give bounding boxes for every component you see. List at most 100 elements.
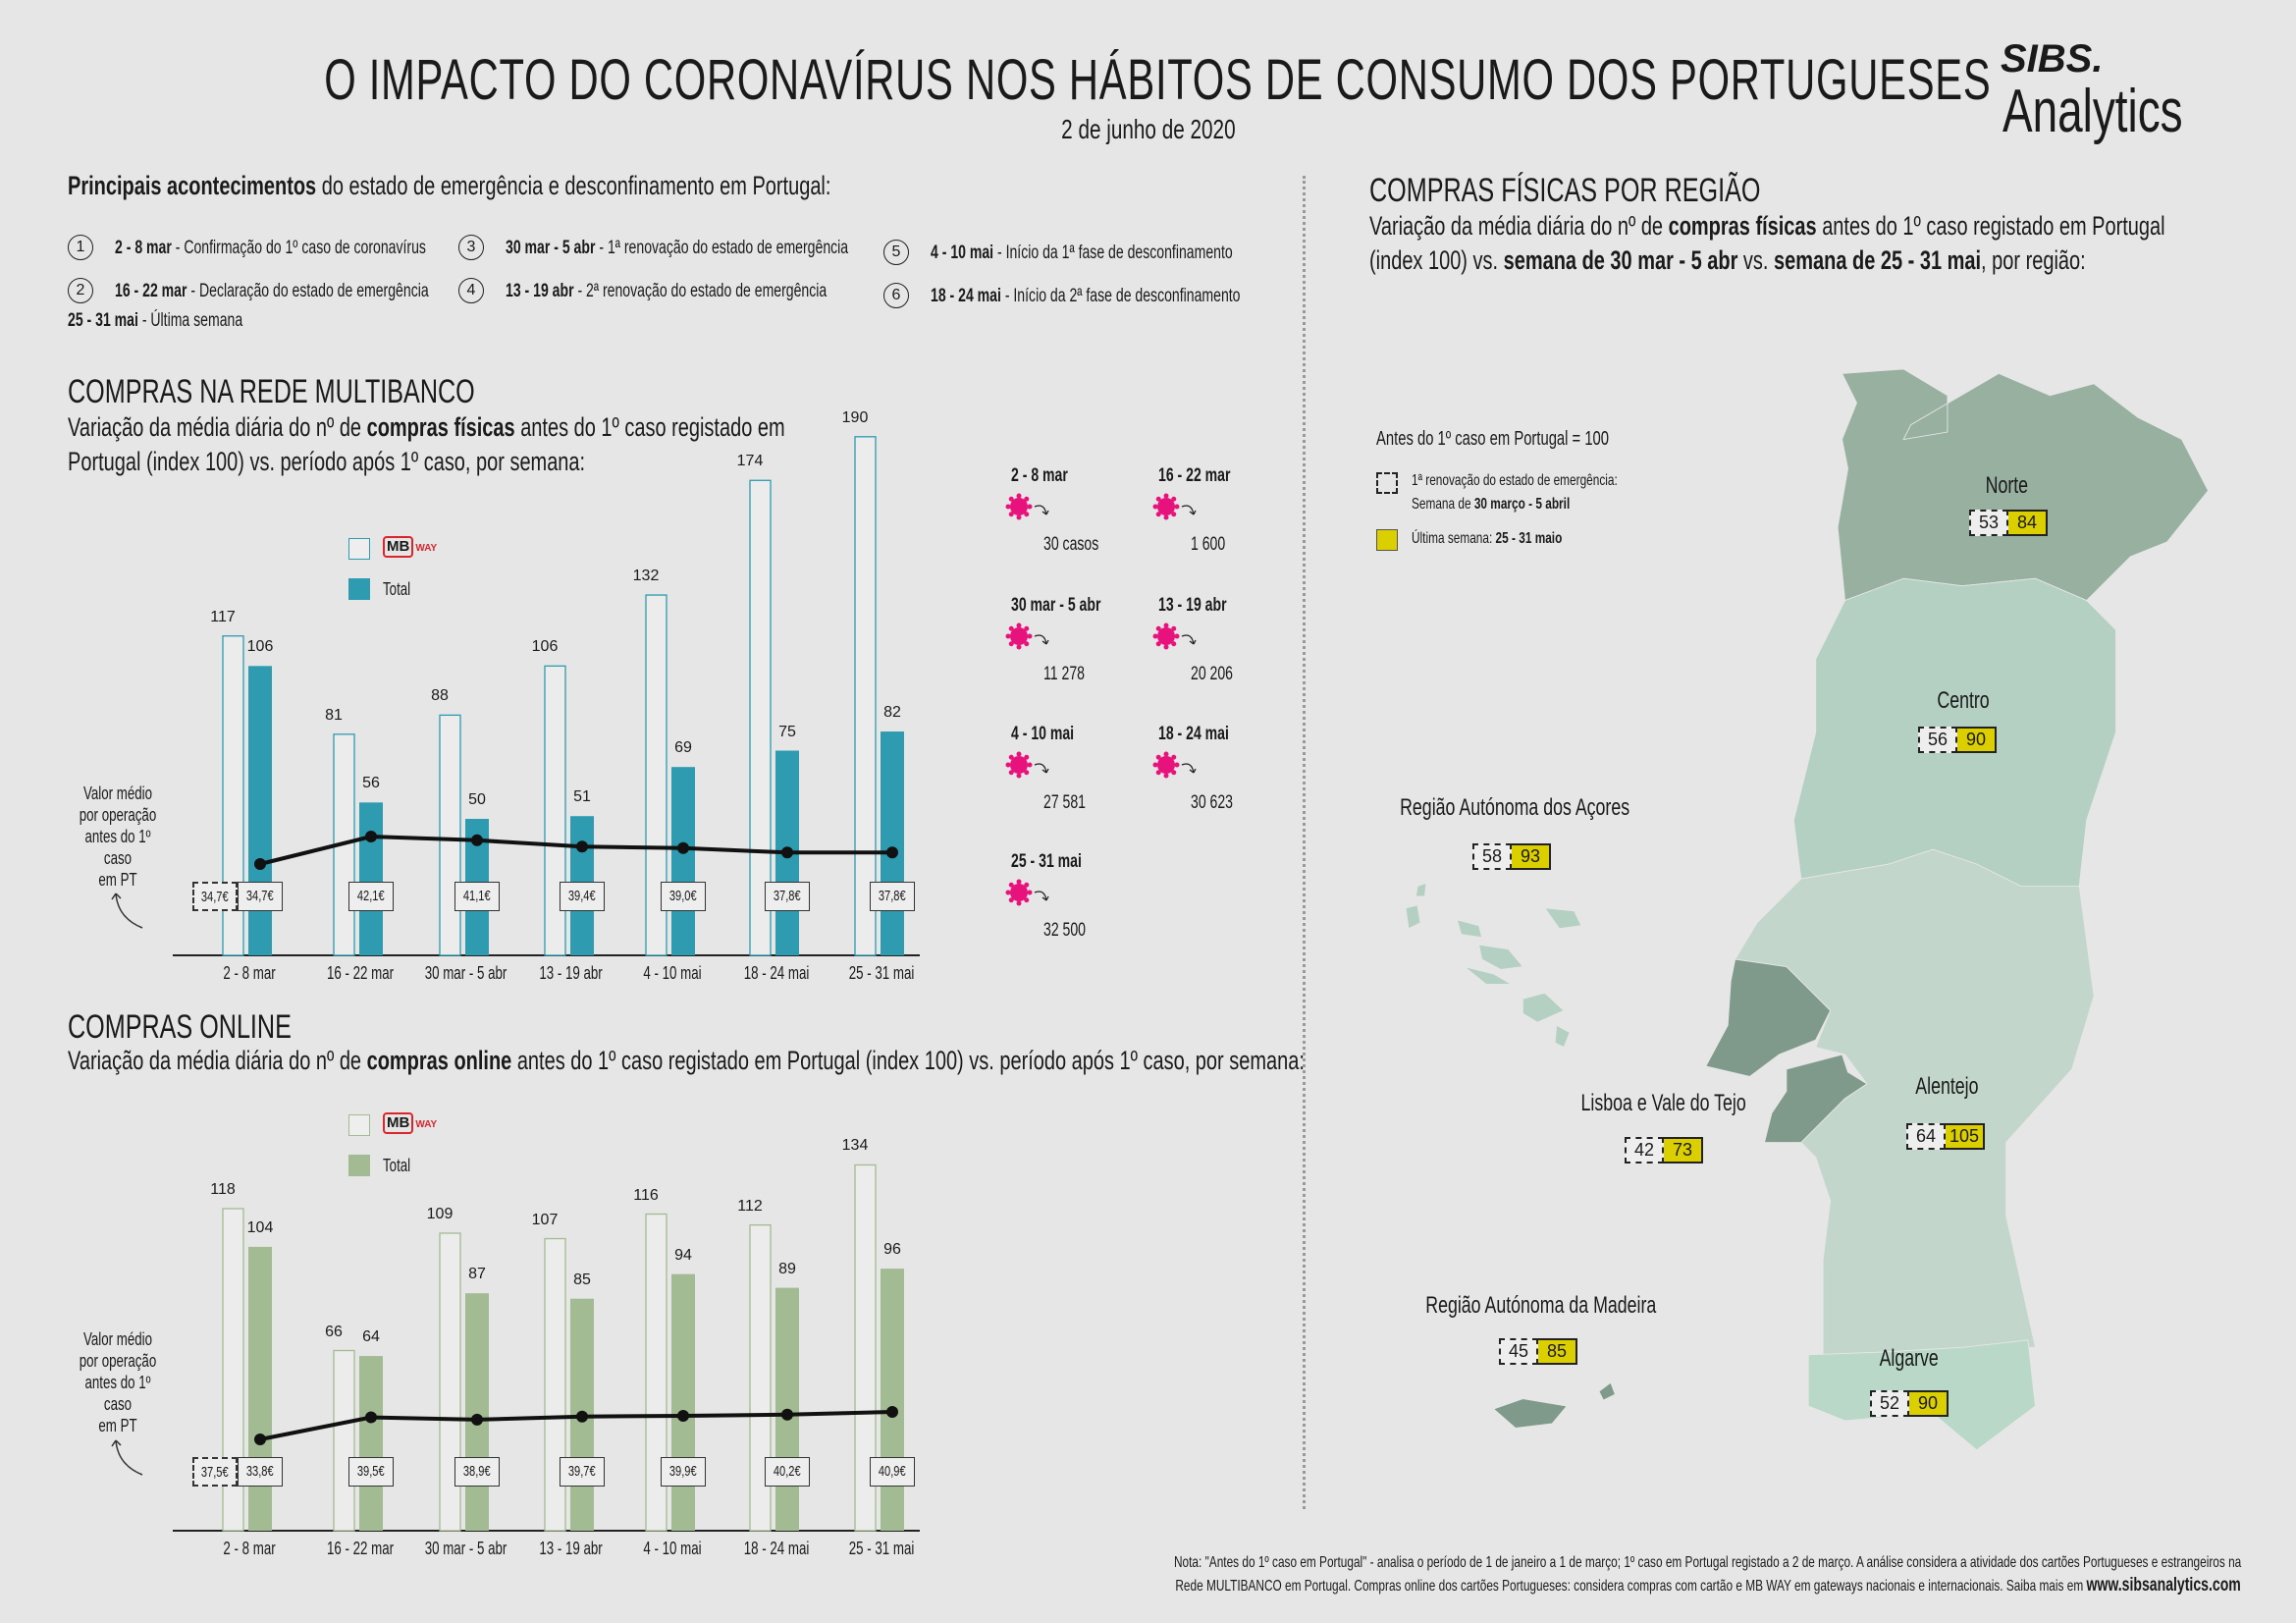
mbway-value-label: 116: [633, 1186, 659, 1204]
avg-ticket-value: 40,2€: [774, 1463, 801, 1480]
category-label: 25 - 31 mai: [808, 963, 955, 984]
category-label: 2 - 8 mar: [176, 1539, 323, 1559]
page-title: O IMPACTO DO CORONAVÍRUS NOS HÁBITOS DE …: [324, 48, 1992, 112]
avg-ticket-box: 33,8€: [238, 1457, 283, 1487]
mbway-bar: [749, 479, 772, 956]
category-label-text: 30 mar - 5 abr: [425, 963, 507, 983]
total-value-label: 104: [246, 1218, 274, 1236]
case-count: 11 278: [1043, 664, 1099, 685]
category-label-text: 16 - 22 mar: [326, 963, 395, 983]
avg-ticket-value: 39,0€: [669, 888, 697, 904]
mbway-value-label: 88: [431, 687, 449, 705]
multibanco-title: COMPRAS NA REDE MULTIBANCO: [68, 373, 475, 410]
category-label-text: 13 - 19 abr: [539, 963, 604, 983]
case-week-text: 18 - 24 mai: [1158, 724, 1229, 744]
mbway-value-label: 106: [531, 638, 559, 656]
side-note-line: Valor médio: [82, 1329, 153, 1349]
event-text: - Início da 1ª fase de desconfinamento: [993, 243, 1233, 263]
madeira-islands: [1492, 1381, 1616, 1429]
category-label-text: 30 mar - 5 abr: [425, 1539, 507, 1558]
region-prev-value: 58: [1472, 843, 1512, 870]
avg-ticket-box: 39,9€: [661, 1457, 706, 1487]
event-number-circle: 5: [883, 240, 909, 265]
total-bar: [881, 731, 904, 955]
mbway-bar: [854, 436, 877, 956]
side-note: Valor médio por operação antes do 1º caso e…: [59, 783, 177, 891]
azores-islands: [1405, 882, 1582, 1049]
avg-ticket-box: 37,8€: [870, 882, 915, 911]
legend-total-swatch: [348, 578, 370, 600]
avg-ticket-point: [576, 840, 588, 853]
case-count-text: 30 623: [1191, 792, 1234, 813]
avg-ticket-box: 39,4€: [560, 882, 605, 911]
total-bar: [671, 767, 695, 955]
case-week-text: 30 mar - 5 abr: [1011, 595, 1101, 616]
event-item: 18 - 24 mai - Início da 2ª fase de desco…: [931, 286, 1349, 307]
event-last-week: 25 - 31 mai - Última semana: [68, 310, 243, 331]
legend-mbway-swatch: [348, 538, 370, 560]
category-label-text: 2 - 8 mar: [223, 1539, 276, 1558]
region-name-text: Alentejo: [1914, 1073, 1979, 1100]
event-date: 16 - 22 mar: [115, 281, 187, 301]
avg-ticket-point: [576, 1410, 588, 1423]
region-name: Lisboa e Vale do Tejo: [1468, 1090, 1860, 1117]
virus-icon: [1005, 622, 1064, 661]
case-count: 30 casos: [1043, 534, 1118, 556]
category-label-text: 4 - 10 mai: [643, 963, 702, 983]
avg-ticket-box: 42,1€: [348, 882, 394, 911]
virus-icon: [1005, 879, 1064, 917]
website-link[interactable]: www.sibsanalytics.com: [2086, 1575, 2241, 1596]
avg-ticket-value: 39,9€: [669, 1463, 697, 1480]
avg-ticket-box: 41,1€: [454, 882, 500, 911]
mbway-value-label: 81: [325, 706, 343, 724]
category-label-text: 25 - 31 mai: [848, 1539, 915, 1558]
mbway-bar: [749, 1223, 772, 1532]
side-note-line: por operação: [79, 1351, 157, 1371]
legend-total-label: Total: [383, 1156, 411, 1175]
event-number-circle: 3: [458, 235, 484, 260]
case-count: 32 500: [1043, 920, 1100, 942]
side-note: Valor médio por operação antes do 1º caso e…: [59, 1328, 177, 1436]
category-label: 13 - 19 abr: [498, 1539, 645, 1559]
event-date: 13 - 19 abr: [506, 281, 574, 301]
category-label: 4 - 10 mai: [599, 963, 746, 984]
region-values: 42 73: [1625, 1137, 1703, 1163]
region-name: Região Autónoma da Madeira: [1345, 1292, 1737, 1320]
event-date: 2 - 8 mar: [115, 238, 172, 258]
online-title: COMPRAS ONLINE: [68, 1008, 292, 1046]
arrow-icon: [115, 893, 143, 929]
pre-covid-avg-value: 37,5€: [201, 1464, 229, 1481]
avg-ticket-point: [254, 858, 266, 870]
region-name: Região Autónoma dos Açores: [1318, 794, 1711, 822]
category-label: 30 mar - 5 abr: [393, 963, 540, 984]
regions-subtitle-1: Variação da média diária do nº de compra…: [1369, 211, 2165, 241]
event-date: 30 mar - 5 abr: [506, 238, 596, 258]
multibanco-subtitle-1: Variação da média diária do nº de compra…: [68, 412, 785, 442]
region-prev-value: 45: [1499, 1338, 1538, 1365]
virus-icon: [1005, 751, 1064, 789]
event-date: 18 - 24 mai: [931, 286, 1001, 306]
region-prev-value: 52: [1870, 1390, 1909, 1417]
avg-ticket-value: 39,5€: [357, 1463, 385, 1480]
case-week-text: 25 - 31 mai: [1011, 851, 1082, 872]
region-lisboa-shape: [1705, 958, 1832, 1077]
region-last-value: 105: [1946, 1123, 1985, 1150]
mbway-value-label: 112: [737, 1197, 763, 1215]
virus-icon: [1152, 622, 1211, 661]
case-count: 1 600: [1191, 534, 1238, 556]
mbway-logo: MB WAY: [383, 1112, 437, 1134]
avg-ticket-box: 39,0€: [661, 882, 706, 911]
region-name-text: Algarve: [1879, 1345, 1940, 1372]
event-number-circle: 2: [68, 278, 93, 303]
event-text: - 1ª renovação do estado de emergência: [595, 238, 849, 258]
region-values: 56 90: [1918, 727, 1997, 753]
virus-icon: [1152, 751, 1211, 789]
total-value-label: 82: [883, 704, 901, 722]
category-label-text: 4 - 10 mai: [643, 1539, 702, 1558]
mbway-bar: [645, 594, 667, 956]
mbway-value-label: 118: [210, 1180, 236, 1198]
mbway-logo: MB WAY: [383, 536, 437, 558]
region-name: Algarve: [1713, 1345, 2106, 1373]
avg-ticket-value: 41,1€: [463, 888, 491, 904]
event-item: 30 mar - 5 abr - 1ª renovação do estado …: [506, 238, 969, 259]
